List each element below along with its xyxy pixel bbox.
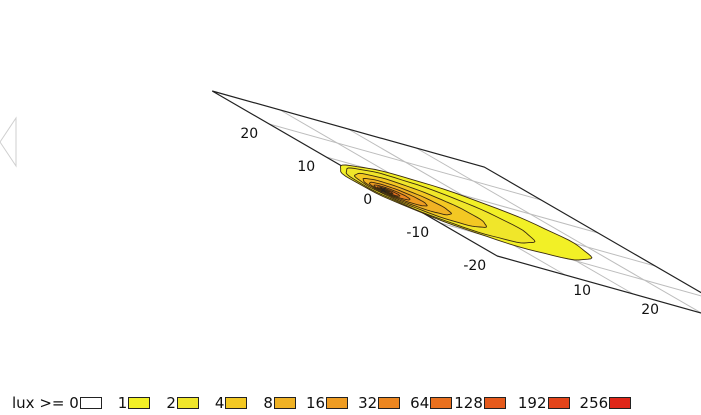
light-source-marker (380, 187, 387, 193)
y-tick-label: 20 (240, 126, 258, 142)
legend-item: 2 (166, 394, 199, 412)
legend-label: 128 (454, 394, 483, 412)
legend-item: 16 (305, 394, 349, 412)
legend-label: 4 (214, 394, 225, 412)
legend-item: lux >= 0 (12, 394, 102, 412)
legend-swatch (326, 397, 349, 409)
legend-item: 256 (580, 394, 632, 412)
legend-label: 16 (305, 394, 326, 412)
legend-label: 256 (579, 394, 609, 412)
source-mark-b (380, 187, 387, 193)
legend-label: lux >= 0 (12, 394, 79, 412)
y-tick-label: -20 (463, 258, 486, 274)
legend-item: 8 (263, 394, 296, 412)
y-tick-label: 10 (297, 159, 315, 175)
legend-label: 32 (358, 394, 378, 412)
y-tick-label: 0 (363, 192, 372, 208)
legend-swatch (378, 397, 401, 409)
legend-swatch (79, 397, 102, 409)
legend-item: 192 (518, 394, 570, 412)
legend: lux >= 0 1 2 4 8 16 32 64 128 192 256 (12, 392, 632, 414)
legend-label: 1 (117, 394, 128, 412)
legend-swatch (430, 397, 453, 409)
x-tick-label: 10 (573, 283, 591, 299)
legend-swatch (547, 397, 570, 409)
grid-line-y (269, 123, 542, 201)
lux-contours (340, 164, 593, 261)
plot-frame (211, 90, 701, 314)
grid-line-x (415, 147, 701, 314)
legend-swatch (128, 397, 151, 409)
legend-item: 1 (118, 394, 151, 412)
axis-ticks: -20-1001020102030 (240, 126, 659, 318)
legend-swatch (483, 397, 506, 409)
x-tick-label: 20 (641, 302, 659, 318)
previous-arrow-icon[interactable] (0, 114, 22, 170)
legend-swatch (225, 397, 248, 409)
legend-item: 128 (454, 394, 506, 412)
y-tick-label: -10 (406, 225, 429, 241)
legend-item: 32 (358, 394, 401, 412)
legend-swatch (609, 397, 632, 409)
legend-label: 64 (410, 394, 430, 412)
legend-item: 4 (215, 394, 248, 412)
legend-swatch (176, 397, 199, 409)
legend-label: 8 (263, 394, 273, 412)
legend-swatch (273, 397, 296, 409)
legend-label: 2 (166, 394, 176, 412)
legend-item: 64 (410, 394, 453, 412)
legend-label: 192 (517, 394, 547, 412)
